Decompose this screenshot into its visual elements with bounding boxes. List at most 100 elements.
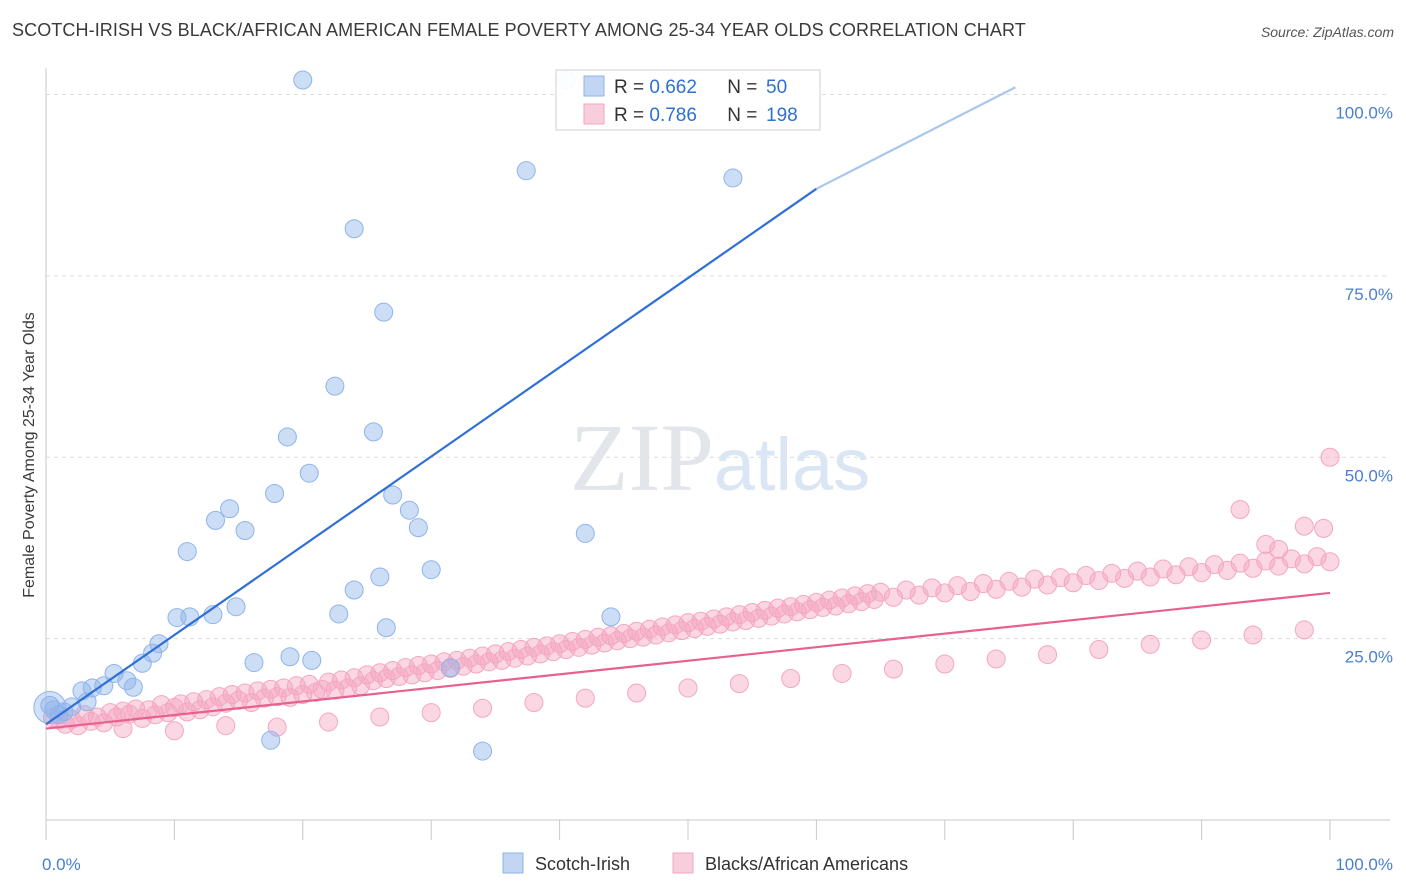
data-point-black-african-american [729, 674, 749, 694]
data-point-black-african-american [678, 678, 698, 698]
legend-swatch-black-african-american [672, 852, 694, 874]
data-point-scotch-irish [370, 567, 390, 587]
data-point-black-african-american [1038, 645, 1058, 665]
data-point-scotch-irish [205, 510, 225, 530]
y-tick-label: 50.0% [1345, 466, 1393, 485]
data-point-black-african-american [216, 716, 236, 736]
data-point-black-african-american [1320, 552, 1340, 572]
data-point-scotch-irish [235, 521, 255, 541]
data-point-black-african-american [1256, 534, 1276, 554]
data-point-scotch-irish [299, 463, 319, 483]
data-point-scotch-irish [226, 597, 246, 617]
data-point-black-african-american [1204, 555, 1224, 575]
watermark: ZIPatlas [570, 404, 870, 511]
data-point-black-african-american [1076, 566, 1096, 586]
data-point-black-african-american [1153, 559, 1173, 579]
data-point-scotch-irish [473, 741, 493, 761]
trend-line-black-african-american [45, 591, 1331, 730]
data-point-black-african-american [113, 719, 133, 739]
legend-swatch [583, 75, 605, 97]
data-point-scotch-irish [325, 376, 345, 396]
legend-swatch-scotch-irish [502, 852, 524, 874]
data-point-black-african-american [473, 698, 493, 718]
data-point-black-african-american [1230, 553, 1250, 573]
y-tick-label: 75.0% [1345, 285, 1393, 304]
data-point-black-african-american [1281, 549, 1301, 569]
trend-lines [45, 86, 1331, 730]
data-point-scotch-irish [440, 658, 460, 678]
data-point-black-african-american [524, 692, 544, 712]
data-point-black-african-american [344, 668, 364, 688]
data-point-black-african-american [164, 698, 184, 718]
data-point-scotch-irish [363, 422, 383, 442]
data-point-black-african-american [999, 571, 1019, 591]
data-point-black-african-american [1314, 518, 1334, 538]
trend-line-scotch-irish-extension [815, 86, 1016, 190]
data-point-scotch-irish [280, 647, 300, 667]
data-point-black-african-american [948, 576, 968, 596]
data-point-black-african-american [370, 707, 390, 727]
data-point-black-african-american [1102, 563, 1122, 583]
trend-line-scotch-irish [45, 187, 818, 726]
y-tick-label: 25.0% [1345, 648, 1393, 667]
data-point-black-african-american [190, 700, 210, 720]
data-point-scotch-irish-cluster [33, 691, 67, 725]
x-tick-label: 0.0% [42, 855, 81, 874]
data-point-scotch-irish [408, 518, 428, 538]
y-tick-label: 100.0% [1335, 104, 1393, 123]
data-point-scotch-irish [329, 604, 349, 624]
data-point-black-african-american [1256, 551, 1276, 571]
data-point-black-african-american [1307, 547, 1327, 567]
data-point-scotch-irish [383, 485, 403, 505]
data-point-black-african-american [1127, 561, 1147, 581]
data-point-black-african-american [1089, 640, 1109, 660]
data-point-black-african-american [575, 688, 595, 708]
data-point-scotch-irish [376, 618, 396, 638]
data-point-scotch-irish [277, 427, 297, 447]
data-point-black-african-american [864, 589, 884, 609]
data-point-black-african-american [1050, 568, 1070, 588]
legend-swatch [583, 103, 605, 125]
data-point-black-african-american [986, 649, 1006, 669]
legend-stats: R = 0.662 N = 50 [614, 77, 787, 98]
data-point-black-african-american [164, 721, 184, 741]
data-point-black-african-american [1243, 625, 1263, 645]
data-point-scotch-irish [601, 607, 621, 627]
axes [45, 68, 1390, 840]
data-point-black-african-american [935, 654, 955, 674]
x-tick-label: 100.0% [1335, 855, 1393, 874]
data-point-black-african-american [318, 712, 338, 732]
data-point-black-african-american [421, 703, 441, 723]
data-point-scotch-irish [293, 70, 313, 90]
data-point-scotch-irish [421, 560, 441, 580]
data-point-black-african-american [1140, 634, 1160, 654]
series-scotch-irish-points [33, 70, 743, 761]
data-point-scotch-irish [143, 643, 163, 663]
data-point-scotch-irish [261, 730, 281, 750]
data-point-black-african-american [1179, 557, 1199, 577]
legend-label-scotch-irish: Scotch-Irish [535, 854, 630, 874]
data-point-black-african-american [197, 690, 216, 710]
data-point-scotch-irish [220, 499, 240, 519]
data-point-black-african-american [883, 659, 903, 679]
data-point-scotch-irish [177, 542, 197, 562]
data-point-scotch-irish [575, 523, 595, 543]
data-point-black-african-american [152, 695, 172, 715]
x-tick-labels: 0.0% 100.0% [42, 855, 1393, 874]
data-point-black-african-american [1230, 499, 1250, 519]
legend-stats: R = 0.786 N = 198 [614, 105, 798, 126]
data-point-black-african-american [1025, 569, 1045, 589]
data-point-scotch-irish [399, 500, 419, 520]
series-legend: Scotch-Irish Blacks/African Americans [502, 852, 908, 874]
data-point-black-african-american [922, 578, 942, 598]
correlation-legend: R = 0.662 N = 50 R = 0.786 N = 198 [555, 69, 821, 131]
data-point-black-african-american [1294, 516, 1314, 536]
data-point-black-african-american [1294, 620, 1314, 640]
data-point-black-african-american [832, 663, 852, 683]
data-point-black-african-american [973, 573, 993, 593]
data-point-scotch-irish [344, 219, 364, 239]
data-point-scotch-irish [723, 168, 743, 188]
legend-label-black-african-american: Blacks/African Americans [705, 854, 908, 874]
data-point-black-african-american [627, 683, 647, 703]
